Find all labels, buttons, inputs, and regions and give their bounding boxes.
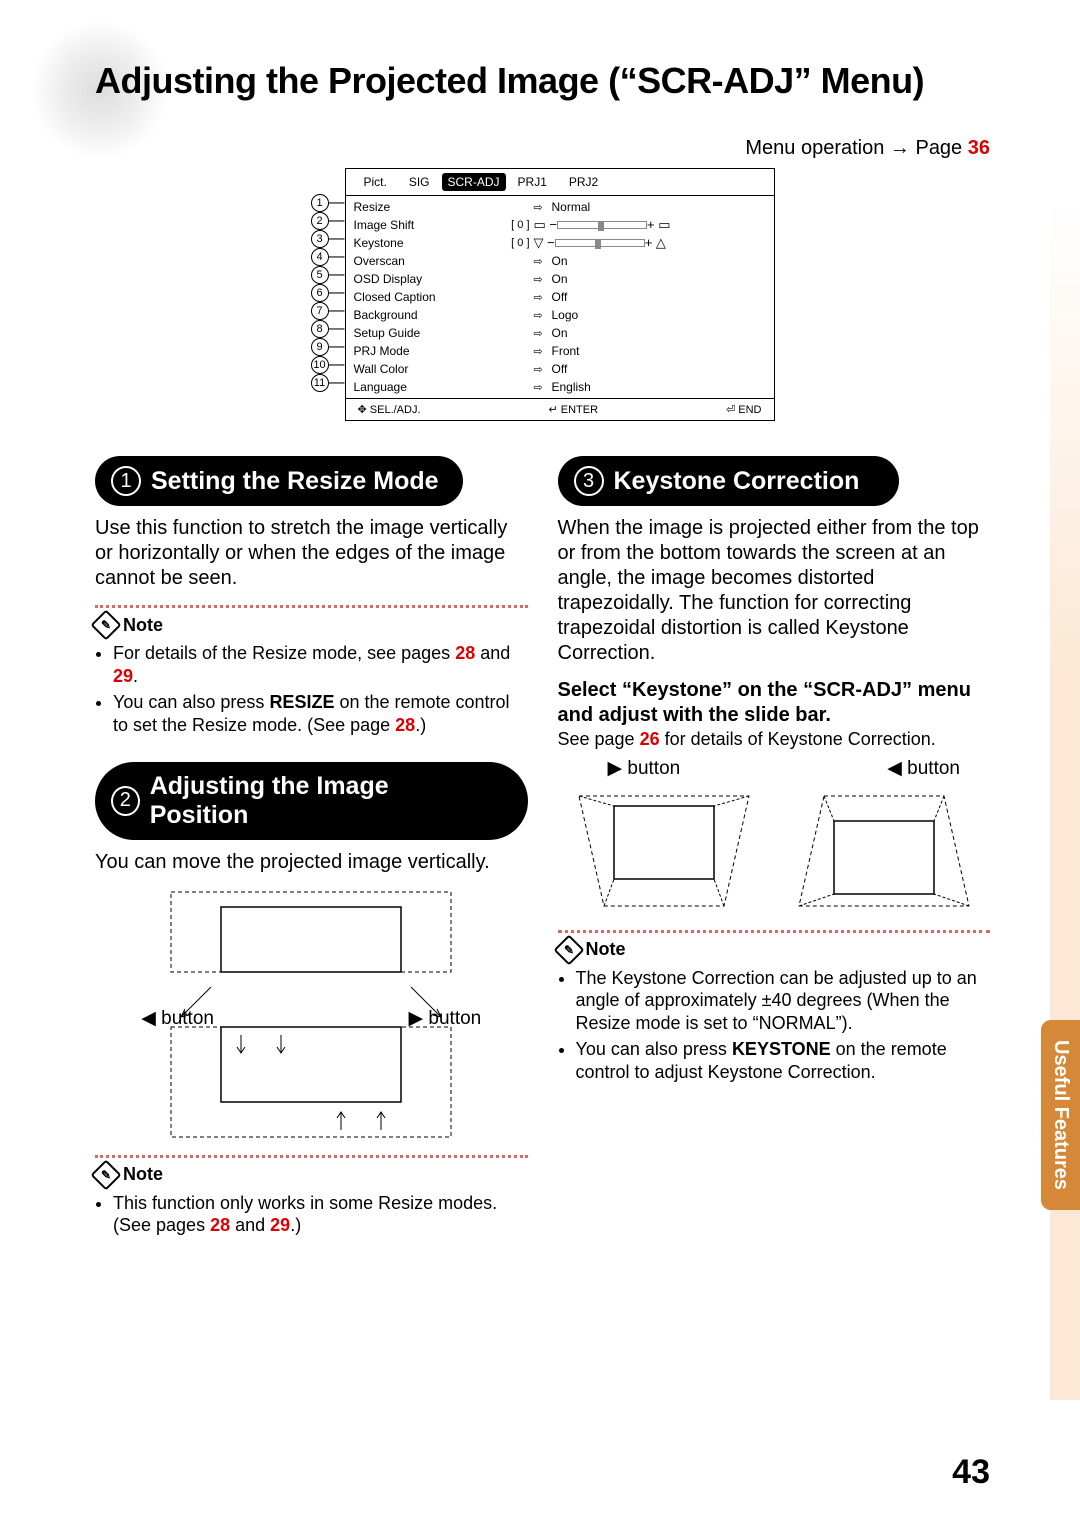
rownum-5: 5 xyxy=(311,266,329,284)
dotted-divider xyxy=(95,605,528,608)
tab-scr-adj: SCR-ADJ xyxy=(442,173,506,191)
right-column: 3 Keystone Correction When the image is … xyxy=(558,456,991,1241)
menu-op-page-link: 36 xyxy=(968,137,990,159)
section-2-title: Adjusting the Image Position xyxy=(150,772,478,830)
footer-end: ⏎ END xyxy=(726,403,762,416)
osd-menu-rows: Resize⇨Normal Image Shift[ 0 ]▭ − + ▭ Ke… xyxy=(346,196,774,398)
left-column: 1 Setting the Resize Mode Use this funct… xyxy=(95,456,528,1241)
keystone-right-button-label: ▶ button xyxy=(608,757,681,780)
dotted-divider xyxy=(95,1155,528,1158)
row-resize: Resize xyxy=(354,200,474,214)
row-overscan: Overscan xyxy=(354,254,474,268)
note-header-3: ✎ Note xyxy=(558,939,991,961)
rownum-2: 2 xyxy=(311,212,329,230)
section-2-number: 2 xyxy=(111,786,140,816)
dotted-divider xyxy=(558,930,991,933)
menu-op-text: Menu operation → Page xyxy=(745,137,967,159)
note-1-2: You can also press RESIZE on the remote … xyxy=(113,691,528,736)
page-title: Adjusting the Projected Image (“SCR-ADJ”… xyxy=(95,60,990,102)
note-icon: ✎ xyxy=(90,609,121,640)
tab-sig: SIG xyxy=(399,173,440,191)
note-label: Note xyxy=(123,1164,163,1185)
shift-left-button-label: ◀ button xyxy=(141,1007,214,1030)
section-3-instruction: Select “Keystone” on the “SCR-ADJ” menu … xyxy=(558,678,991,728)
tick-icon: — xyxy=(329,194,345,212)
section-1-notes: For details of the Resize mode, see page… xyxy=(95,642,528,736)
row-prj-mode: PRJ Mode xyxy=(354,344,474,358)
section-2-header: 2 Adjusting the Image Position xyxy=(95,762,528,840)
section-1-number: 1 xyxy=(111,466,141,496)
side-tab-useful-features: Useful Features xyxy=(1041,1020,1080,1210)
section-3-number: 3 xyxy=(574,466,604,496)
section-1-body: Use this function to stretch the image v… xyxy=(95,516,528,591)
row-osd-display: OSD Display xyxy=(354,272,474,286)
row-background: Background xyxy=(354,308,474,322)
keystone-left-button-label: ◀ button xyxy=(887,757,960,780)
page: Adjusting the Projected Image (“SCR-ADJ”… xyxy=(0,0,1080,1281)
rownum-1: 1 xyxy=(311,194,329,212)
row-setup-guide: Setup Guide xyxy=(354,326,474,340)
keystone-left-svg xyxy=(789,786,979,916)
rownum-9: 9 xyxy=(311,338,329,356)
tab-prj2: PRJ2 xyxy=(559,173,608,191)
note-icon: ✎ xyxy=(553,934,584,965)
osd-tabs: Pict. SIG SCR-ADJ PRJ1 PRJ2 xyxy=(346,169,774,196)
keystone-diagrams xyxy=(558,786,991,916)
row-keystone: Keystone xyxy=(354,236,474,250)
menu-operation-ref: Menu operation → Page 36 xyxy=(95,137,990,160)
note-icon: ✎ xyxy=(90,1159,121,1190)
note-header-1: ✎ Note xyxy=(95,614,528,636)
section-2-notes: This function only works in some Resize … xyxy=(95,1192,528,1237)
tab-pict: Pict. xyxy=(354,173,397,191)
osd-menu-figure: 1 2 3 4 5 6 7 8 9 10 11 — — — — — — — — xyxy=(95,168,990,421)
note-label: Note xyxy=(123,615,163,636)
rownum-3: 3 xyxy=(311,230,329,248)
osd-menu-box: Pict. SIG SCR-ADJ PRJ1 PRJ2 Resize⇨Norma… xyxy=(345,168,775,421)
note-1-1: For details of the Resize mode, see page… xyxy=(113,642,528,687)
section-3-notes: The Keystone Correction can be adjusted … xyxy=(558,967,991,1084)
note-3-2: You can also press KEYSTONE on the remot… xyxy=(576,1038,991,1083)
page-number: 43 xyxy=(952,1453,990,1492)
rownum-7: 7 xyxy=(311,302,329,320)
footer-sel-adj: ✥ SEL./ADJ. xyxy=(358,403,421,416)
image-shift-slider xyxy=(557,221,647,229)
section-1-header: 1 Setting the Resize Mode xyxy=(95,456,463,506)
note-header-2: ✎ Note xyxy=(95,1164,528,1186)
rownum-10: 10 xyxy=(311,356,329,374)
rownum-8: 8 xyxy=(311,320,329,338)
keystone-right-svg xyxy=(569,786,759,916)
row-number-column: 1 2 3 4 5 6 7 8 9 10 11 xyxy=(311,194,329,421)
osd-footer: ✥ SEL./ADJ. ↵ ENTER ⏎ END xyxy=(346,398,774,420)
section-3-title: Keystone Correction xyxy=(614,467,860,496)
note-label: Note xyxy=(586,939,626,960)
row-wall-color: Wall Color xyxy=(354,362,474,376)
section-3-header: 3 Keystone Correction xyxy=(558,456,900,506)
image-shift-diagram: ◀ button ▶ button xyxy=(141,887,481,1030)
row-closed-caption: Closed Caption xyxy=(354,290,474,304)
section-1-title: Setting the Resize Mode xyxy=(151,467,439,496)
section-2-body: You can move the projected image vertica… xyxy=(95,850,528,875)
note-3-1: The Keystone Correction can be adjusted … xyxy=(576,967,991,1035)
shift-right-button-label: ▶ button xyxy=(409,1007,482,1030)
rownum-4: 4 xyxy=(311,248,329,266)
keystone-slider xyxy=(555,239,645,247)
section-3-ref: See page 26 for details of Keystone Corr… xyxy=(558,728,991,751)
row-image-shift: Image Shift xyxy=(354,218,474,232)
row-language: Language xyxy=(354,380,474,394)
note-2-1: This function only works in some Resize … xyxy=(113,1192,528,1237)
rownum-11: 11 xyxy=(311,374,329,392)
rownum-6: 6 xyxy=(311,284,329,302)
tab-prj1: PRJ1 xyxy=(508,173,557,191)
section-3-body: When the image is projected either from … xyxy=(558,516,991,666)
footer-enter: ↵ ENTER xyxy=(548,403,598,416)
